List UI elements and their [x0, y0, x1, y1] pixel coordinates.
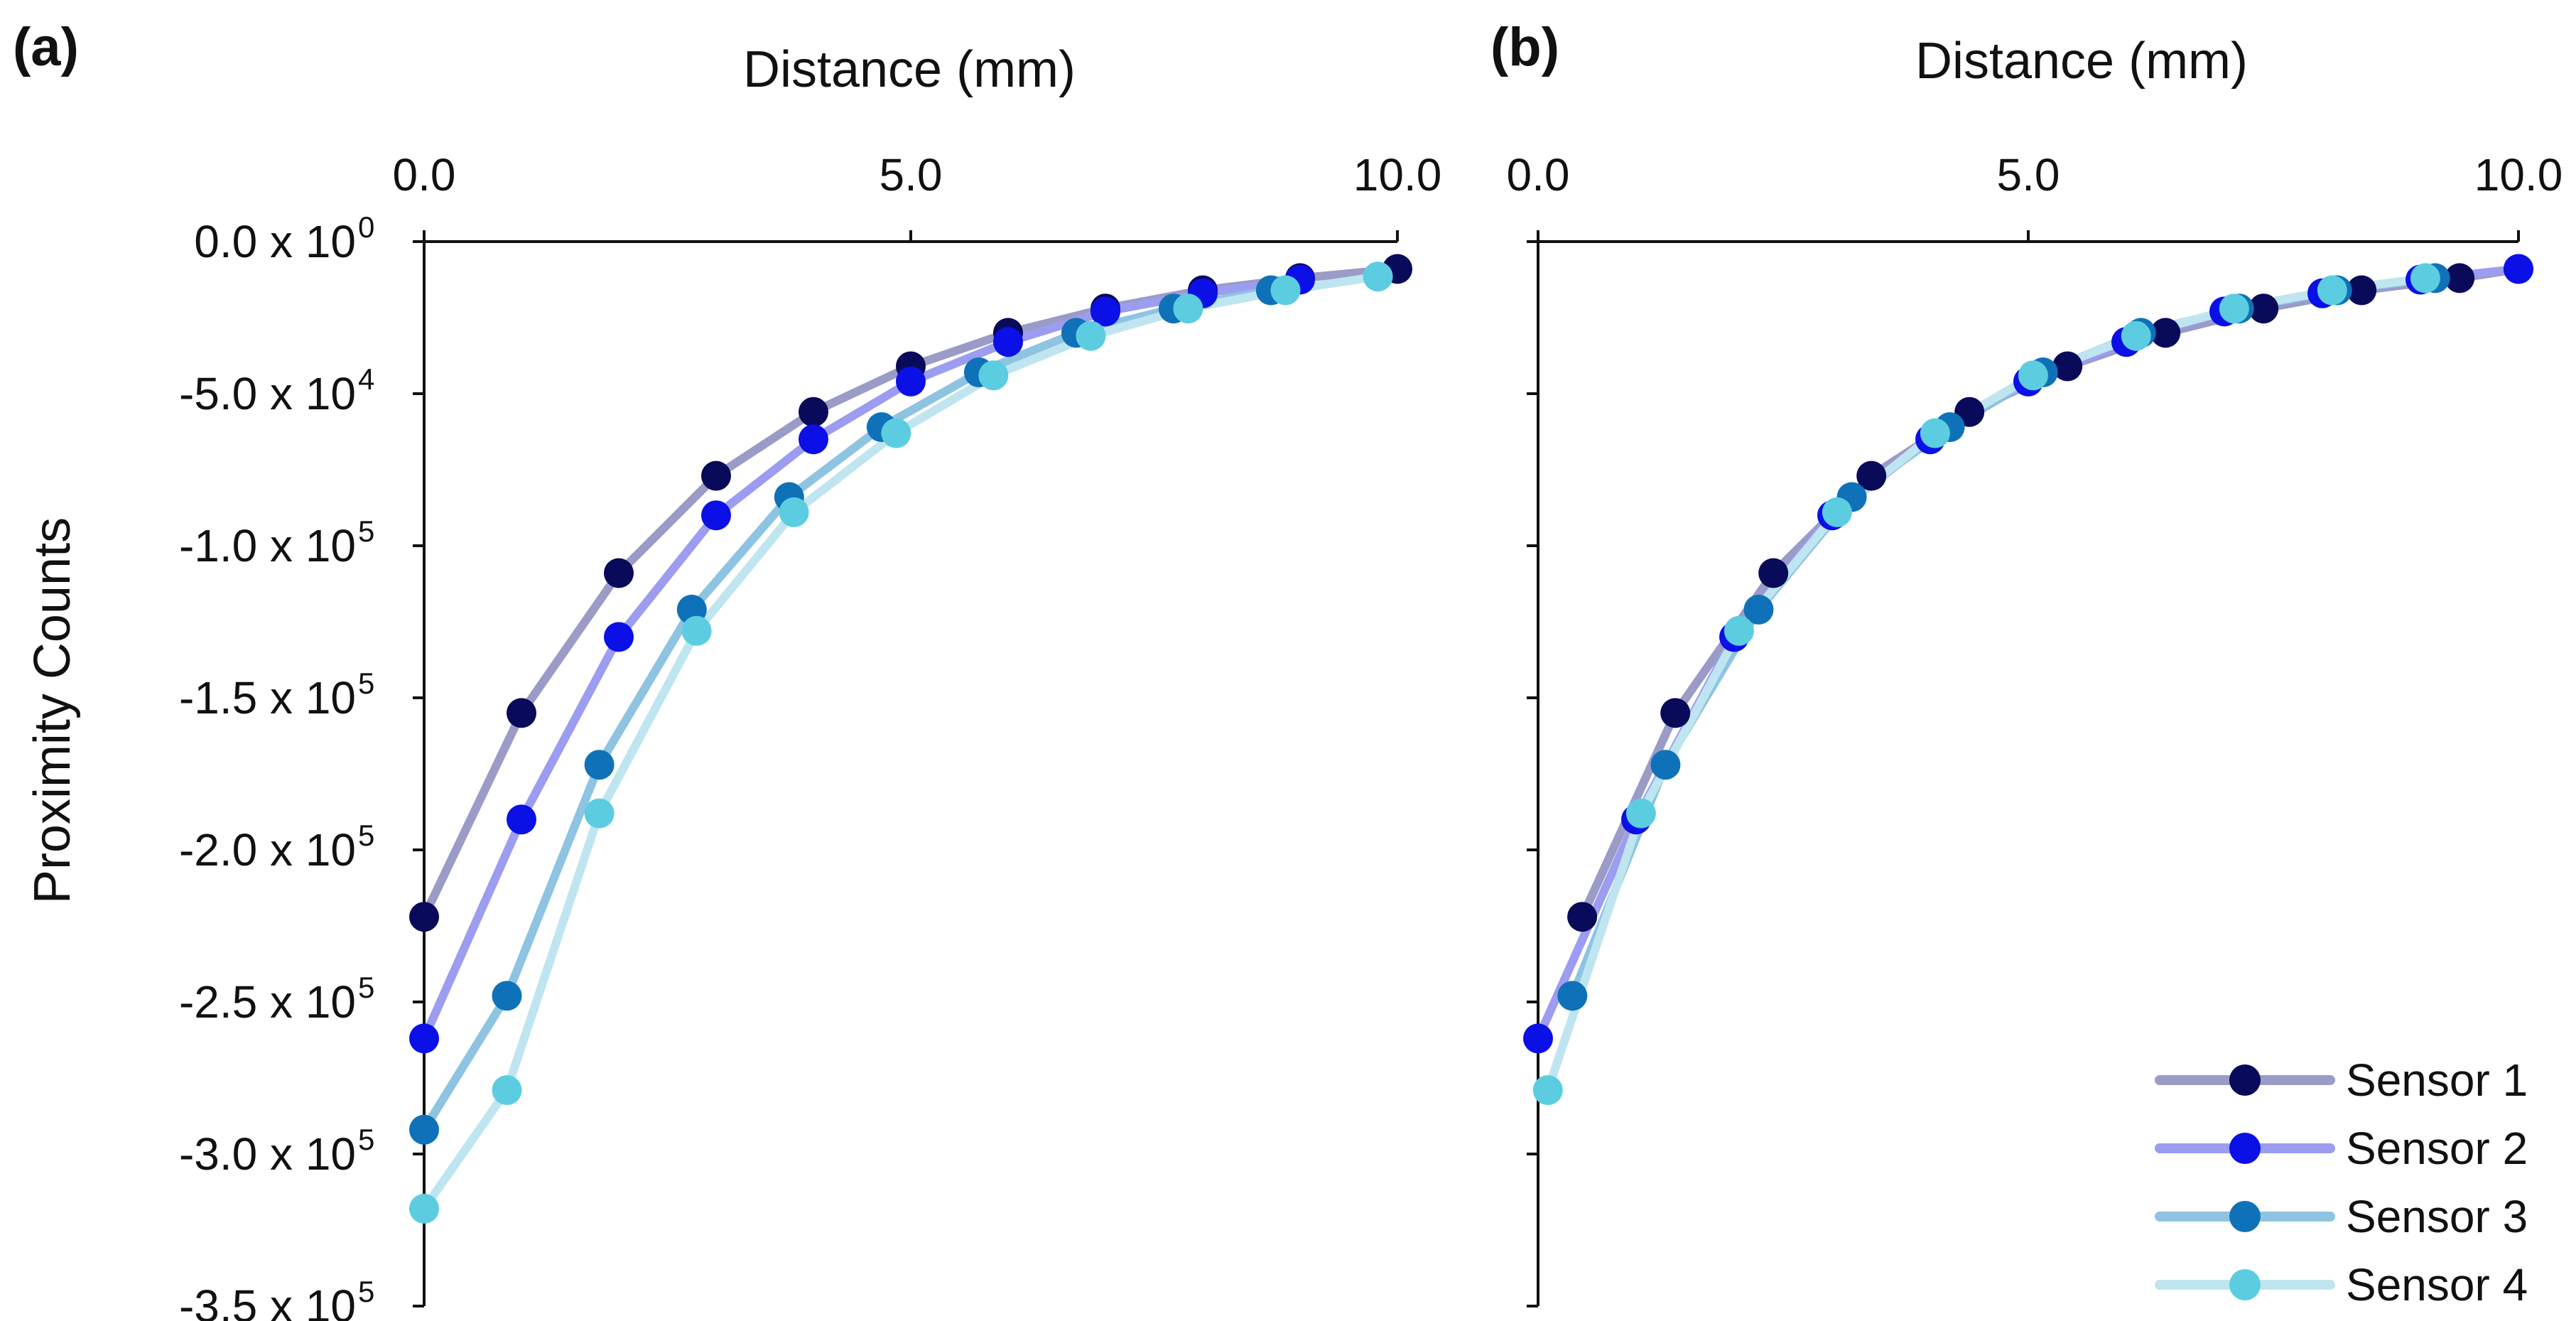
- panel-a-data-point-sensor-2: [409, 1023, 439, 1054]
- panel-a-data-point-sensor-1: [604, 558, 634, 588]
- panel-a-data-point-sensor-4: [584, 798, 615, 829]
- panel-b-x-tick-label: 0.0: [1507, 149, 1570, 200]
- panel-b-data-point-sensor-1: [2248, 293, 2279, 324]
- panel-b-label: (b): [1490, 17, 1559, 77]
- y-tick-exponent: 5: [358, 667, 374, 700]
- panel-a-data-point-sensor-4: [978, 360, 1009, 391]
- panel-a-data-point-sensor-2: [701, 500, 731, 531]
- panel-a-data-point-sensor-4: [1270, 275, 1301, 306]
- y-tick-exponent: 5: [358, 514, 374, 548]
- y-tick-label: -3.0 x 10: [179, 1128, 356, 1180]
- legend-label-sensor-4: Sensor 4: [2346, 1259, 2528, 1310]
- panel-a-data-point-sensor-3: [492, 981, 522, 1011]
- legend-swatch-marker-sensor-3: [2229, 1201, 2261, 1232]
- panel-b-data-point-sensor-4: [2317, 275, 2347, 306]
- y-tick-exponent: 0: [358, 210, 374, 244]
- y-axis-title: Proximity Counts: [24, 517, 81, 904]
- panel-a-x-tick-label: 5.0: [880, 149, 943, 200]
- panel-a-axes: 0.0 5.0 10.00.0 x 10 0-5.0 x 10 4-1.0 x 10 5-…: [179, 149, 1441, 1321]
- legend-swatch-marker-sensor-1: [2229, 1064, 2261, 1096]
- panel-b-data-point-sensor-4: [1920, 418, 1950, 448]
- panel-b-data-point-sensor-4: [2410, 263, 2440, 293]
- panel-a-data-point-sensor-4: [1363, 261, 1393, 292]
- y-tick-label: -3.5 x 10: [179, 1280, 356, 1321]
- panel-b-data-point-sensor-1: [1567, 902, 1598, 932]
- panel-a-data-point-sensor-1: [799, 397, 828, 427]
- panel-a-x-tick-label: 0.0: [393, 149, 456, 200]
- panel-b-data-point-sensor-1: [2052, 351, 2083, 382]
- y-tick-label: -2.0 x 10: [179, 824, 356, 875]
- legend: Sensor 1 Sensor 2 Sensor 3 Sensor 4: [2155, 1055, 2528, 1310]
- panel-b: (b) Distance (mm) 0.0 5.0 10.0: [1490, 17, 2563, 1307]
- y-tick-exponent: 4: [358, 362, 374, 396]
- y-tick-label: -1.0 x 10: [179, 520, 356, 571]
- panel-a-data-point-sensor-2: [1091, 296, 1120, 327]
- panel-a-data-point-sensor-4: [1173, 293, 1203, 324]
- y-tick-exponent: 5: [358, 971, 374, 1004]
- legend-swatch-marker-sensor-4: [2229, 1269, 2261, 1300]
- panel-b-data-point-sensor-2: [2504, 254, 2533, 284]
- panel-b-series-line-sensor-4: [1543, 274, 2430, 1095]
- panel-a-data-point-sensor-4: [779, 497, 809, 527]
- panel-b-data-point-sensor-1: [1758, 558, 1789, 588]
- panel-b-data-point-sensor-4: [1822, 497, 1852, 527]
- panel-a-data-point-sensor-2: [507, 804, 536, 835]
- panel-b-series: [1523, 254, 2533, 1106]
- y-tick-exponent: 5: [358, 1275, 374, 1308]
- panel-b-data-point-sensor-1: [2445, 263, 2475, 293]
- panel-b-data-point-sensor-1: [1856, 460, 1887, 491]
- panel-a-x-tick-label: 10.0: [1353, 149, 1442, 200]
- panel-a-series-line-sensor-2: [420, 275, 1304, 1043]
- panel-a-data-point-sensor-2: [993, 327, 1023, 357]
- panel-b-data-point-sensor-4: [1625, 798, 1656, 829]
- panel-b-data-point-sensor-3: [1557, 981, 1588, 1011]
- panel-a-data-point-sensor-4: [409, 1194, 439, 1224]
- panel-b-data-point-sensor-4: [2219, 293, 2249, 324]
- panel-a-data-point-sensor-3: [584, 750, 615, 780]
- y-tick-label: -2.5 x 10: [179, 976, 356, 1028]
- panel-b-data-point-sensor-1: [2150, 318, 2181, 348]
- panel-a-data-point-sensor-1: [409, 902, 439, 932]
- panel-a-series: [409, 254, 1412, 1224]
- panel-a-data-point-sensor-4: [1076, 320, 1106, 351]
- panel-a-series-line-sensor-3: [420, 286, 1275, 1134]
- panel-a-label: (a): [13, 17, 79, 77]
- panel-b-data-point-sensor-4: [2121, 320, 2151, 351]
- panel-b-data-point-sensor-3: [1650, 750, 1681, 780]
- panel-b-x-axis-title: Distance (mm): [1915, 33, 2248, 90]
- panel-b-axes: 0.0 5.0 10.0: [1507, 149, 2563, 1307]
- y-tick-exponent: 5: [358, 1123, 374, 1156]
- panel-a-data-point-sensor-4: [492, 1075, 522, 1106]
- legend-label-sensor-3: Sensor 3: [2346, 1191, 2528, 1242]
- panel-a-data-point-sensor-4: [881, 418, 911, 448]
- panel-a-data-point-sensor-1: [507, 698, 536, 728]
- panel-a-data-point-sensor-2: [604, 622, 634, 652]
- panel-b-data-point-sensor-4: [2018, 360, 2048, 391]
- panel-a-data-point-sensor-4: [681, 615, 712, 646]
- panel-a-data-point-sensor-2: [896, 366, 926, 397]
- y-tick-label: -1.5 x 10: [179, 672, 356, 723]
- panel-b-data-point-sensor-1: [2347, 275, 2377, 306]
- panel-a-x-axis-title: Distance (mm): [743, 41, 1076, 98]
- y-tick-exponent: 5: [358, 819, 374, 852]
- panel-a-data-point-sensor-1: [701, 460, 731, 491]
- panel-b-data-point-sensor-4: [1532, 1075, 1563, 1106]
- panel-b-x-tick-label: 10.0: [2474, 149, 2563, 200]
- panel-b-x-tick-label: 5.0: [1997, 149, 2060, 200]
- legend-label-sensor-2: Sensor 2: [2346, 1123, 2528, 1174]
- panel-b-data-point-sensor-2: [1523, 1023, 1553, 1054]
- panel-a-data-point-sensor-3: [409, 1114, 439, 1145]
- panel-a-data-point-sensor-2: [799, 424, 828, 455]
- legend-swatch-marker-sensor-2: [2229, 1133, 2261, 1164]
- y-tick-label: 0.0 x 10: [194, 216, 356, 267]
- panel-b-data-point-sensor-4: [1723, 615, 1754, 646]
- panel-a: (a) Distance (mm) Proximity Counts 0.0 5.…: [13, 17, 1441, 1321]
- panel-b-data-point-sensor-3: [1743, 594, 1774, 625]
- y-tick-label: -5.0 x 10: [179, 368, 356, 419]
- legend-label-sensor-1: Sensor 1: [2346, 1055, 2528, 1106]
- panel-b-data-point-sensor-1: [1660, 698, 1691, 728]
